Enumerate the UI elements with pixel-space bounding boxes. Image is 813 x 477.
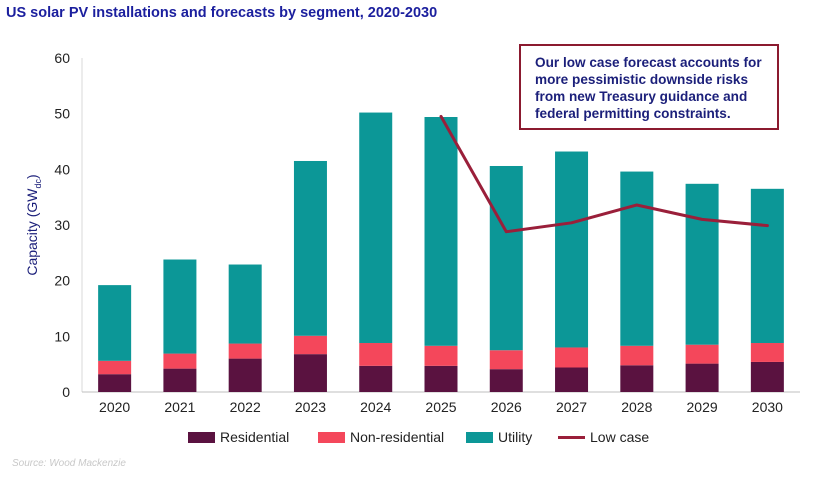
y-axis-label: Capacity (GWdc) bbox=[24, 174, 43, 275]
x-tick-label: 2021 bbox=[164, 399, 195, 415]
bar-non-residential-2025 bbox=[424, 345, 458, 366]
y-axis-label-main: Capacity (GW bbox=[24, 188, 40, 276]
bar-non-residential-2022 bbox=[228, 343, 262, 359]
legend-swatch-non-residential bbox=[318, 431, 345, 443]
legend-swatch-residential bbox=[188, 431, 215, 443]
bar-residential-2022 bbox=[228, 358, 262, 392]
bar-utility-2021 bbox=[163, 259, 197, 354]
bar-utility-2027 bbox=[555, 151, 589, 348]
x-tick-label: 2025 bbox=[425, 399, 456, 415]
legend-label-utility: Utility bbox=[498, 429, 533, 445]
bar-residential-2030 bbox=[750, 361, 784, 392]
bar-non-residential-2024 bbox=[359, 343, 393, 366]
bar-residential-2028 bbox=[620, 365, 654, 392]
y-tick-label: 20 bbox=[54, 273, 70, 289]
x-tick-label: 2027 bbox=[556, 399, 587, 415]
legend-label-low-case: Low case bbox=[590, 429, 650, 445]
x-tick-label: 2020 bbox=[99, 399, 130, 415]
annotation-box: Our low case forecast accounts for more … bbox=[519, 44, 779, 130]
bar-residential-2020 bbox=[98, 374, 132, 392]
bar-utility-2025 bbox=[424, 117, 458, 346]
bar-residential-2025 bbox=[424, 365, 458, 392]
y-tick-label: 30 bbox=[54, 217, 70, 233]
bar-residential-2023 bbox=[293, 354, 327, 392]
legend-label-residential: Residential bbox=[220, 429, 290, 445]
y-tick-label: 60 bbox=[54, 50, 70, 66]
x-tick-label: 2028 bbox=[621, 399, 652, 415]
chart-title: US solar PV installations and forecasts … bbox=[6, 5, 438, 21]
bar-utility-2024 bbox=[359, 112, 393, 344]
y-tick-label: 0 bbox=[62, 384, 70, 400]
legend-item-low-case: Low case bbox=[558, 428, 649, 446]
bar-non-residential-2020 bbox=[98, 360, 132, 375]
bar-residential-2024 bbox=[359, 365, 393, 392]
bar-utility-2026 bbox=[489, 165, 523, 351]
y-tick-label: 50 bbox=[54, 106, 70, 122]
x-tick-label: 2029 bbox=[687, 399, 718, 415]
bar-residential-2029 bbox=[685, 363, 719, 392]
bar-residential-2026 bbox=[489, 369, 523, 392]
y-axis-label-subscript: dc bbox=[33, 179, 43, 189]
legend-item-utility: Utility bbox=[466, 428, 532, 446]
bar-non-residential-2028 bbox=[620, 345, 654, 366]
y-tick-label: 10 bbox=[54, 328, 70, 344]
chart-legend: Residential Non-residential Utility Low … bbox=[0, 428, 813, 448]
bar-utility-2023 bbox=[293, 160, 327, 336]
bar-utility-2028 bbox=[620, 171, 654, 346]
bar-non-residential-2023 bbox=[293, 335, 327, 355]
bar-non-residential-2026 bbox=[489, 350, 523, 370]
legend-label-non-residential: Non-residential bbox=[350, 429, 445, 445]
bar-utility-2029 bbox=[685, 183, 719, 345]
bar-non-residential-2029 bbox=[685, 344, 719, 364]
bar-utility-2030 bbox=[750, 188, 784, 344]
x-tick-label: 2024 bbox=[360, 399, 391, 415]
legend-line-low-case bbox=[558, 435, 585, 439]
low-case-line bbox=[439, 114, 769, 234]
x-tick-label: 2030 bbox=[752, 399, 783, 415]
bar-residential-2027 bbox=[555, 367, 589, 392]
bar-non-residential-2030 bbox=[750, 343, 784, 362]
bar-utility-2022 bbox=[228, 264, 262, 344]
x-tick-label: 2022 bbox=[230, 399, 261, 415]
legend-swatch-utility bbox=[466, 431, 493, 443]
y-axis-label-close: ) bbox=[24, 174, 40, 179]
bar-utility-2020 bbox=[98, 285, 132, 361]
bar-non-residential-2021 bbox=[163, 353, 197, 369]
bar-residential-2021 bbox=[163, 368, 197, 392]
y-tick-label: 40 bbox=[54, 161, 70, 177]
source-note: Source: Wood Mackenzie bbox=[12, 458, 126, 469]
legend-item-residential: Residential bbox=[188, 428, 289, 446]
legend-item-non-residential: Non-residential bbox=[318, 428, 444, 446]
x-tick-label: 2026 bbox=[491, 399, 522, 415]
bar-non-residential-2027 bbox=[555, 347, 589, 368]
x-tick-label: 2023 bbox=[295, 399, 326, 415]
